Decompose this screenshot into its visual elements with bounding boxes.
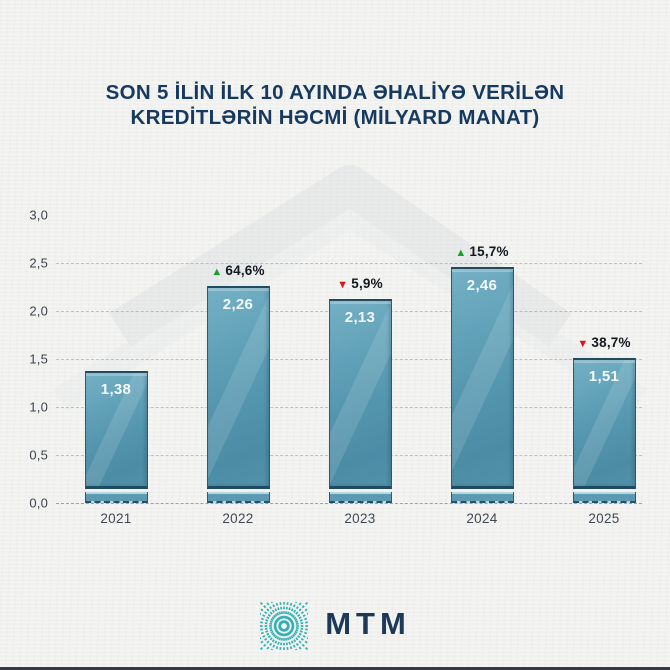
arrow-up-icon: ▲: [211, 266, 223, 279]
bar-value-label: 1,51: [588, 368, 620, 386]
x-axis-year-label: 2023: [344, 511, 376, 526]
change-badge-2022: ▲ 64,6%: [211, 263, 265, 279]
bar-value-label: 2,46: [466, 276, 498, 294]
change-badge-2025: ▼ 38,7%: [577, 335, 631, 351]
bar-2024: 2,46: [450, 266, 514, 489]
chart-title-line1: SON 5 İLİN İLK 10 AYINDA ƏHALİYƏ VERİLƏN: [105, 81, 565, 104]
y-gridline: [56, 503, 642, 504]
arrow-down-icon: ▼: [337, 278, 349, 291]
y-axis-tick-label: 3,0: [29, 207, 48, 223]
mtm-logo-text: MTM: [325, 605, 411, 641]
y-axis-tick-label: 1,5: [29, 351, 48, 367]
y-axis-tick-label: 1,0: [29, 399, 48, 415]
bar-value-label: 1,38: [100, 380, 132, 398]
bar-2023: 2,13: [328, 298, 392, 489]
y-axis-tick-label: 2,5: [29, 255, 48, 271]
arrow-up-icon: ▲: [455, 246, 467, 259]
bar-2025: 1,51: [572, 358, 636, 489]
y-gridline: [56, 263, 642, 264]
bar-base-pedestal: [328, 492, 392, 503]
x-axis-year-label: 2025: [588, 511, 620, 526]
x-axis-year-label: 2024: [466, 511, 498, 526]
x-axis-year-label: 2021: [100, 511, 132, 526]
chart-title-line2: KREDİTLƏRİN HƏCMİ (MİLYARD MANAT): [130, 106, 540, 129]
bar-value-label: 2,13: [344, 308, 376, 326]
y-axis-tick-label: 0,5: [29, 447, 48, 463]
change-badge-2024: ▲ 15,7%: [455, 243, 509, 259]
arrow-down-icon: ▼: [577, 338, 589, 351]
bar-value-label: 2,26: [222, 296, 254, 314]
bar-base-pedestal: [84, 492, 148, 503]
x-axis-year-label: 2022: [222, 511, 254, 526]
change-badge-2023: ▼ 5,9%: [337, 275, 383, 291]
y-axis-tick-label: 0,0: [29, 495, 48, 511]
bar-base-pedestal: [450, 492, 514, 503]
bar-base-pedestal: [206, 492, 270, 503]
footer-logo: MTM: [0, 598, 670, 654]
mtm-logo-icon: [260, 602, 309, 650]
bar-2022: 2,26: [206, 286, 270, 489]
bar-base-pedestal: [572, 492, 636, 503]
y-axis-tick-label: 2,0: [29, 303, 48, 319]
chart-title: SON 5 İLİN İLK 10 AYINDA ƏHALİYƏ VERİLƏN…: [35, 80, 635, 130]
bar-2021: 1,38: [84, 370, 148, 489]
